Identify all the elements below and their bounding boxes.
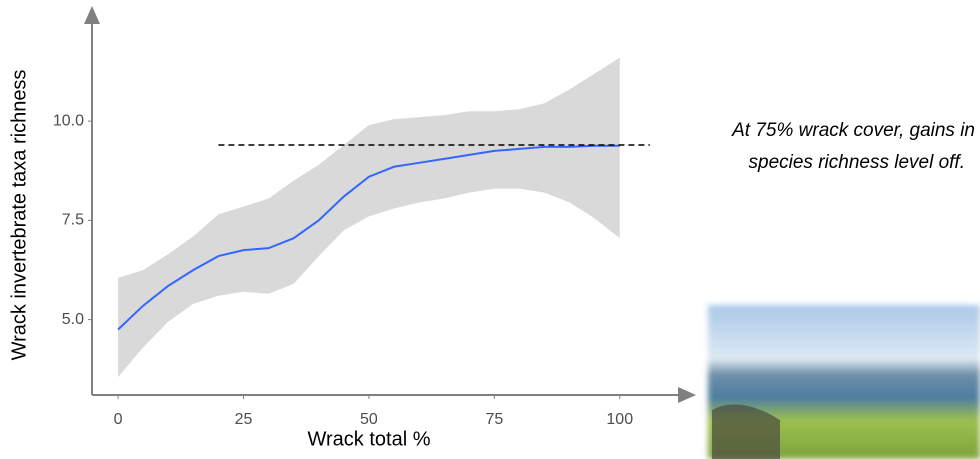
page: 5.0 7.5 10.0 0 25 50 75 100 Wrack total % Wrack…: [0, 0, 980, 459]
x-tick-label: 75: [485, 411, 503, 428]
photo: [708, 305, 980, 459]
x-axis-label: Wrack total %: [308, 428, 431, 450]
x-tick-label: 100: [606, 411, 633, 428]
y-tick-label: 5.0: [62, 311, 84, 328]
y-tick-label: 7.5: [62, 212, 84, 229]
chart: 5.0 7.5 10.0 0 25 50 75 100 Wrack total % Wrack…: [0, 0, 980, 459]
x-tick-label: 50: [360, 411, 378, 428]
x-tick-label: 0: [114, 411, 123, 428]
annotation: species richness level off.: [749, 152, 966, 173]
y-tick-label: 10.0: [53, 112, 84, 129]
x-tick-label: 25: [235, 411, 253, 428]
annotation: At 75% wrack cover, gains in: [731, 120, 975, 141]
y-axis-label: Wrack invertebrate taxa richness: [8, 70, 30, 361]
confidence-band: [118, 58, 620, 378]
